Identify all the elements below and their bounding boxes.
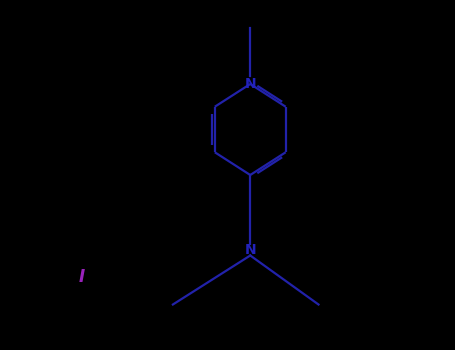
Text: N: N: [244, 77, 256, 91]
Text: N: N: [244, 243, 256, 257]
Text: I: I: [79, 267, 85, 286]
